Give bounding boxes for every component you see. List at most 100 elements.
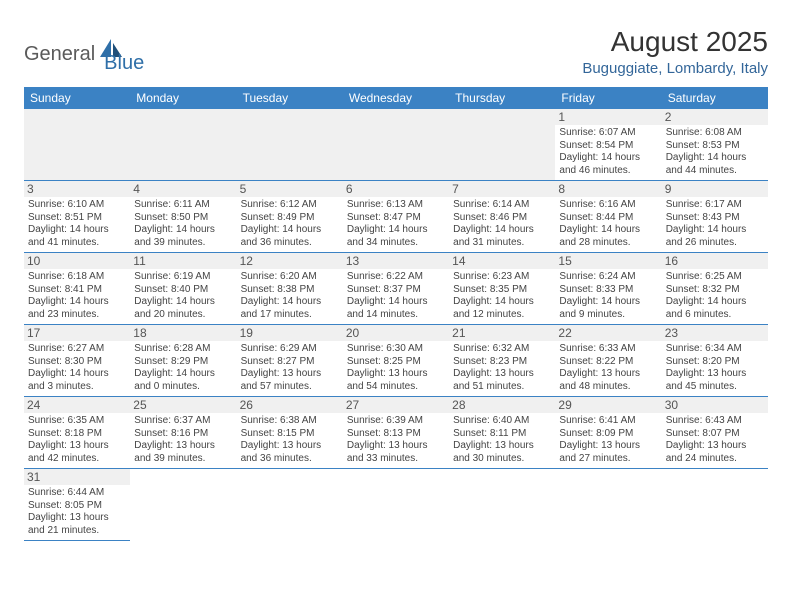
logo: General Blue bbox=[24, 26, 144, 75]
calendar-cell: 12 Sunrise: 6:20 AMSunset: 8:38 PMDayligh… bbox=[237, 253, 343, 325]
day-number: 9 bbox=[662, 181, 768, 197]
calendar-week: 1 Sunrise: 6:07 AMSunset: 8:54 PMDaylight… bbox=[24, 109, 768, 181]
calendar-cell: 15Sunrise: 6:24 AMSunset: 8:33 PMDayligh… bbox=[555, 253, 661, 325]
day-number: 6 bbox=[343, 181, 449, 197]
day-info: Sunrise: 6:24 AMSunset: 8:33 PMDaylight:… bbox=[559, 271, 657, 321]
day-info: Sunrise: 6:41 AMSunset: 8:09 PMDaylight:… bbox=[559, 415, 657, 465]
day-info: Sunrise: 6:12 AMSunset: 8:49 PMDaylight:… bbox=[241, 199, 339, 249]
calendar-cell: 28Sunrise: 6:40 AMSunset: 8:11 PMDayligh… bbox=[449, 397, 555, 469]
day-info: Sunrise: 6:44 AMSunset: 8:05 PMDaylight:… bbox=[28, 487, 126, 537]
calendar-cell: 21 Sunrise: 6:32 AMSunset: 8:23 PMDayligh… bbox=[449, 325, 555, 397]
calendar-cell: 19Sunrise: 6:29 AMSunset: 8:27 PMDayligh… bbox=[237, 325, 343, 397]
calendar-cell-empty bbox=[237, 109, 343, 181]
day-info: Sunrise: 6:43 AMSunset: 8:07 PMDaylight:… bbox=[666, 415, 764, 465]
calendar-cell: 1 Sunrise: 6:07 AMSunset: 8:54 PMDaylight… bbox=[555, 109, 661, 181]
day-number: 16 bbox=[662, 253, 768, 269]
day-info: Sunrise: 6:22 AMSunset: 8:37 PMDaylight:… bbox=[347, 271, 445, 321]
day-header-cell: Saturday bbox=[662, 87, 768, 109]
calendar-cell-trailing bbox=[237, 469, 343, 541]
calendar-week: 31 Sunrise: 6:44 AMSunset: 8:05 PMDayligh… bbox=[24, 469, 768, 541]
calendar-cell: 25 Sunrise: 6:37 AMSunset: 8:16 PMDayligh… bbox=[130, 397, 236, 469]
day-number: 7 bbox=[449, 181, 555, 197]
calendar-cell: 3 Sunrise: 6:10 AMSunset: 8:51 PMDaylight… bbox=[24, 181, 130, 253]
logo-text-blue: Blue bbox=[104, 52, 144, 75]
day-number: 31 bbox=[24, 469, 130, 485]
calendar-cell: 10Sunrise: 6:18 AMSunset: 8:41 PMDayligh… bbox=[24, 253, 130, 325]
day-number: 24 bbox=[24, 397, 130, 413]
calendar-cell: 6Sunrise: 6:13 AMSunset: 8:47 PMDaylight… bbox=[343, 181, 449, 253]
day-number: 18 bbox=[130, 325, 236, 341]
day-info: Sunrise: 6:07 AMSunset: 8:54 PMDaylight:… bbox=[559, 127, 657, 177]
calendar-cell: 23 Sunrise: 6:34 AMSunset: 8:20 PMDayligh… bbox=[662, 325, 768, 397]
logo-text-general: General bbox=[24, 43, 95, 66]
title-block: August 2025 Buguggiate, Lombardy, Italy bbox=[582, 26, 768, 77]
day-number: 20 bbox=[343, 325, 449, 341]
calendar-cell: 24Sunrise: 6:35 AMSunset: 8:18 PMDayligh… bbox=[24, 397, 130, 469]
day-number: 4 bbox=[130, 181, 236, 197]
day-info: Sunrise: 6:25 AMSunset: 8:32 PMDaylight:… bbox=[666, 271, 764, 321]
day-info: Sunrise: 6:14 AMSunset: 8:46 PMDaylight:… bbox=[453, 199, 551, 249]
day-info: Sunrise: 6:23 AMSunset: 8:35 PMDaylight:… bbox=[453, 271, 551, 321]
day-number: 8 bbox=[555, 181, 661, 197]
calendar-cell: 31 Sunrise: 6:44 AMSunset: 8:05 PMDayligh… bbox=[24, 469, 130, 541]
day-number: 30 bbox=[662, 397, 768, 413]
calendar-cell-empty bbox=[130, 109, 236, 181]
day-number: 11 bbox=[130, 253, 236, 269]
title-month: August 2025 bbox=[582, 26, 768, 58]
calendar-cell: 17Sunrise: 6:27 AMSunset: 8:30 PMDayligh… bbox=[24, 325, 130, 397]
calendar-cell: 7 Sunrise: 6:14 AMSunset: 8:46 PMDaylight… bbox=[449, 181, 555, 253]
day-header-cell: Friday bbox=[555, 87, 661, 109]
day-number: 27 bbox=[343, 397, 449, 413]
day-info: Sunrise: 6:33 AMSunset: 8:22 PMDaylight:… bbox=[559, 343, 657, 393]
calendar-cell: 22 Sunrise: 6:33 AMSunset: 8:22 PMDayligh… bbox=[555, 325, 661, 397]
calendar-week: 24Sunrise: 6:35 AMSunset: 8:18 PMDayligh… bbox=[24, 397, 768, 469]
calendar-cell: 30 Sunrise: 6:43 AMSunset: 8:07 PMDayligh… bbox=[662, 397, 768, 469]
calendar-cell: 5Sunrise: 6:12 AMSunset: 8:49 PMDaylight… bbox=[237, 181, 343, 253]
calendar-cell-trailing bbox=[130, 469, 236, 541]
day-number: 17 bbox=[24, 325, 130, 341]
day-number: 25 bbox=[130, 397, 236, 413]
calendar-cell-empty bbox=[343, 109, 449, 181]
day-info: Sunrise: 6:28 AMSunset: 8:29 PMDaylight:… bbox=[134, 343, 232, 393]
calendar-week: 3 Sunrise: 6:10 AMSunset: 8:51 PMDaylight… bbox=[24, 181, 768, 253]
calendar-cell-trailing bbox=[449, 469, 555, 541]
calendar-day-header: SundayMondayTuesdayWednesdayThursdayFrid… bbox=[24, 87, 768, 109]
calendar-body: 1 Sunrise: 6:07 AMSunset: 8:54 PMDaylight… bbox=[24, 109, 768, 541]
day-number: 26 bbox=[237, 397, 343, 413]
day-info: Sunrise: 6:08 AMSunset: 8:53 PMDaylight:… bbox=[666, 127, 764, 177]
day-info: Sunrise: 6:29 AMSunset: 8:27 PMDaylight:… bbox=[241, 343, 339, 393]
day-info: Sunrise: 6:11 AMSunset: 8:50 PMDaylight:… bbox=[134, 199, 232, 249]
day-info: Sunrise: 6:32 AMSunset: 8:23 PMDaylight:… bbox=[453, 343, 551, 393]
day-number: 29 bbox=[555, 397, 661, 413]
day-number: 22 bbox=[555, 325, 661, 341]
calendar-cell: 13Sunrise: 6:22 AMSunset: 8:37 PMDayligh… bbox=[343, 253, 449, 325]
calendar-cell: 20 Sunrise: 6:30 AMSunset: 8:25 PMDayligh… bbox=[343, 325, 449, 397]
day-info: Sunrise: 6:30 AMSunset: 8:25 PMDaylight:… bbox=[347, 343, 445, 393]
day-info: Sunrise: 6:18 AMSunset: 8:41 PMDaylight:… bbox=[28, 271, 126, 321]
calendar-cell-trailing bbox=[343, 469, 449, 541]
day-info: Sunrise: 6:20 AMSunset: 8:38 PMDaylight:… bbox=[241, 271, 339, 321]
day-number: 21 bbox=[449, 325, 555, 341]
calendar-cell-empty bbox=[449, 109, 555, 181]
day-number: 2 bbox=[662, 109, 768, 125]
calendar-cell-trailing bbox=[662, 469, 768, 541]
day-info: Sunrise: 6:34 AMSunset: 8:20 PMDaylight:… bbox=[666, 343, 764, 393]
title-location: Buguggiate, Lombardy, Italy bbox=[582, 60, 768, 77]
day-info: Sunrise: 6:10 AMSunset: 8:51 PMDaylight:… bbox=[28, 199, 126, 249]
calendar-cell-trailing bbox=[555, 469, 661, 541]
calendar-cell: 2 Sunrise: 6:08 AMSunset: 8:53 PMDaylight… bbox=[662, 109, 768, 181]
day-info: Sunrise: 6:17 AMSunset: 8:43 PMDaylight:… bbox=[666, 199, 764, 249]
day-header-cell: Wednesday bbox=[343, 87, 449, 109]
day-info: Sunrise: 6:39 AMSunset: 8:13 PMDaylight:… bbox=[347, 415, 445, 465]
calendar: SundayMondayTuesdayWednesdayThursdayFrid… bbox=[24, 87, 768, 541]
day-number: 3 bbox=[24, 181, 130, 197]
calendar-cell: 8Sunrise: 6:16 AMSunset: 8:44 PMDaylight… bbox=[555, 181, 661, 253]
calendar-cell: 27 Sunrise: 6:39 AMSunset: 8:13 PMDayligh… bbox=[343, 397, 449, 469]
calendar-cell: 14Sunrise: 6:23 AMSunset: 8:35 PMDayligh… bbox=[449, 253, 555, 325]
day-number: 12 bbox=[237, 253, 343, 269]
day-info: Sunrise: 6:37 AMSunset: 8:16 PMDaylight:… bbox=[134, 415, 232, 465]
day-number: 1 bbox=[555, 109, 661, 125]
day-header-cell: Sunday bbox=[24, 87, 130, 109]
calendar-cell: 11Sunrise: 6:19 AMSunset: 8:40 PMDayligh… bbox=[130, 253, 236, 325]
day-number: 23 bbox=[662, 325, 768, 341]
